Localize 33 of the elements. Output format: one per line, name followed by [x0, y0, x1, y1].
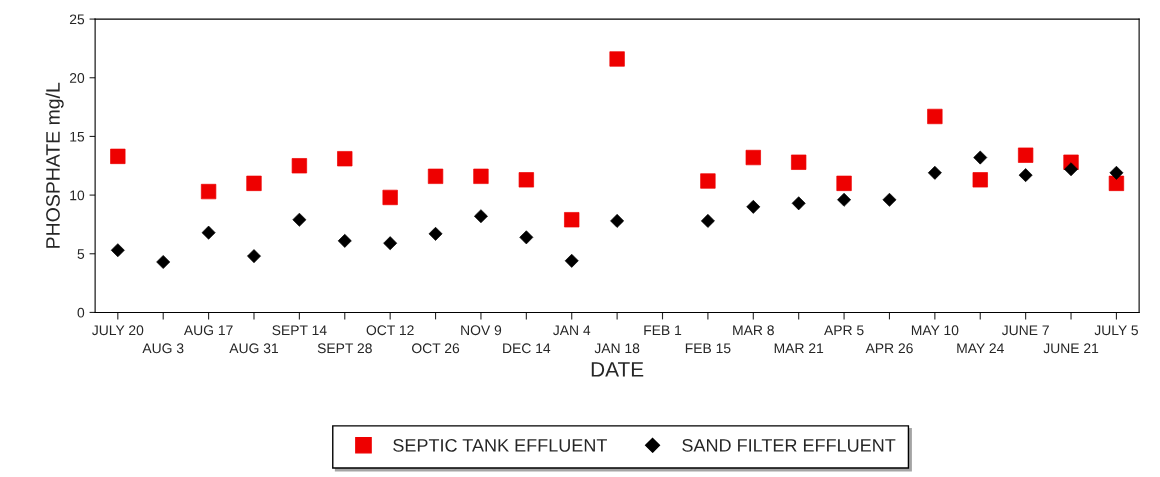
x-tick-label: FEB 15 — [685, 343, 731, 354]
y-axis-title: PHOSPHATE mg/L — [45, 82, 64, 248]
x-tick-label: JULY 5 — [1094, 325, 1138, 336]
x-tick-label: MAR 21 — [774, 343, 824, 354]
x-tick-label: OCT 26 — [412, 343, 460, 354]
x-axis-title: DATE — [591, 362, 644, 377]
x-tick-label: MAY 24 — [957, 343, 1004, 354]
x-tick-label: JAN 18 — [594, 343, 640, 354]
y-tick-label: 25 — [69, 14, 85, 25]
x-tick-label: JULY 20 — [92, 325, 144, 336]
x-tick-label: FEB 1 — [644, 325, 682, 335]
y-tick-label: 10 — [70, 190, 85, 201]
x-tick-label: AUG 31 — [229, 343, 279, 354]
x-tick-label: APR 26 — [865, 343, 913, 354]
y-tick-label: 0 — [77, 307, 85, 318]
legend-label: SEPTIC TANK EFFLUENT — [393, 438, 607, 452]
y-tick-label: 15 — [70, 131, 85, 142]
x-tick-label: MAR 8 — [733, 325, 774, 336]
x-tick-label: MAY 10 — [911, 325, 959, 336]
x-tick-label: AUG 3 — [142, 343, 184, 354]
x-tick-label: APR 5 — [824, 325, 864, 336]
x-tick-label: NOV 9 — [461, 325, 502, 336]
x-tick-label: SEPT 14 — [272, 325, 327, 336]
y-tick-label: 5 — [77, 249, 85, 259]
x-tick-label: JUNE 21 — [1043, 343, 1099, 354]
x-tick-label: JAN 4 — [553, 325, 591, 336]
y-tick-label: 20 — [69, 73, 85, 83]
x-tick-label: AUG 17 — [183, 325, 233, 336]
x-tick-label: JUNE 7 — [1001, 325, 1049, 336]
x-tick-label: SEPT 28 — [317, 343, 372, 354]
legend-label: SAND FILTER EFFLUENT — [682, 438, 896, 452]
x-tick-label: OCT 12 — [366, 325, 414, 336]
x-tick-label: DEC 14 — [503, 343, 551, 354]
